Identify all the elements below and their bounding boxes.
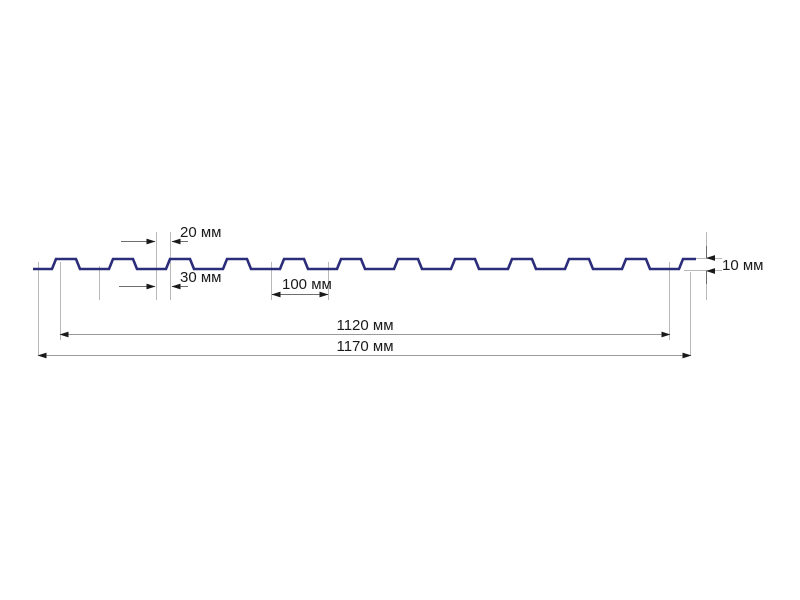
- dimension-profile-height: 10 мм: [706, 246, 763, 284]
- dimension-rib-offset: 30 мм: [119, 269, 221, 290]
- dimension-label-1170mm: 1170 мм: [336, 338, 393, 355]
- extension-lines: [38, 232, 707, 355]
- sheet-profile-outline: [33, 257, 696, 271]
- dimension-rib-width: 20 мм: [121, 224, 221, 245]
- dimension-label-20mm: 20 мм: [180, 224, 221, 241]
- dimension-label-1120mm: 1120 мм: [336, 317, 393, 334]
- dimension-total-width: 1170 мм: [37, 338, 692, 359]
- dimension-label-10mm: 10 мм: [722, 257, 763, 274]
- dimension-label-100mm: 100 мм: [282, 276, 332, 293]
- dimension-rib-pitch: 100 мм: [271, 276, 332, 298]
- dimension-useful-width: 1120 мм: [59, 317, 671, 338]
- profile-polyline: [33, 257, 696, 271]
- dimension-label-30mm: 30 мм: [180, 269, 221, 286]
